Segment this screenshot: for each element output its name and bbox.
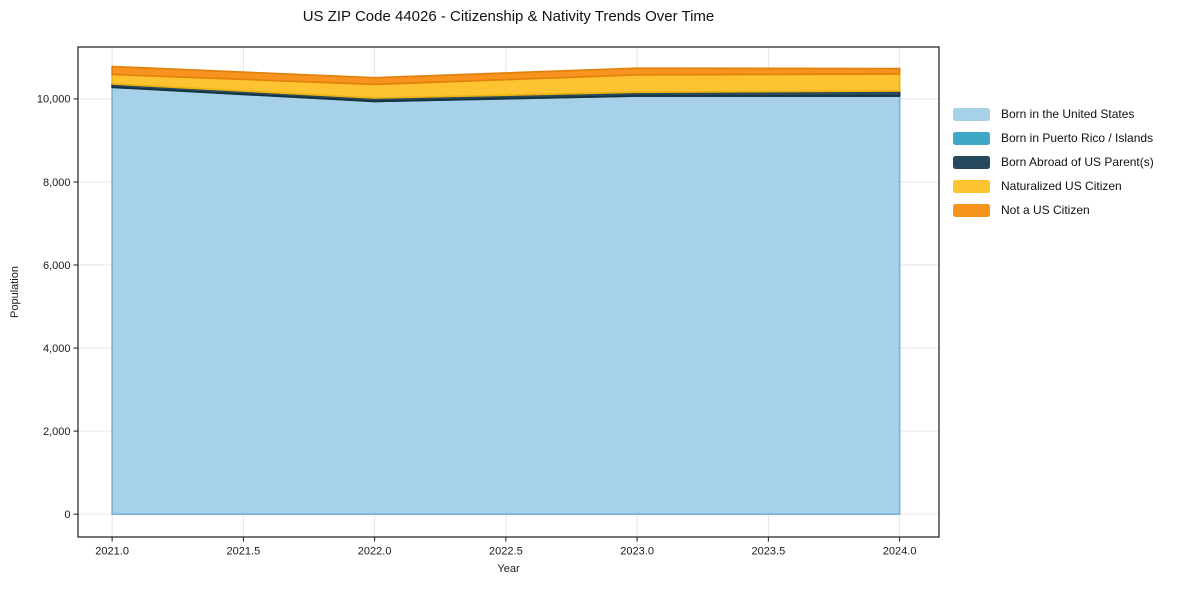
y-tick-label: 8,000 (43, 177, 71, 189)
area-not-a-us-citizen (111, 65, 901, 86)
x-tick-label: 2022.5 (489, 546, 523, 558)
y-tick-label: 10,000 (37, 94, 71, 106)
legend-swatch-icon (953, 131, 990, 145)
legend-label: Naturalized US Citizen (1001, 179, 1122, 193)
y-tick-label: 4,000 (43, 343, 71, 355)
y-tick-label: 0 (64, 509, 70, 521)
x-tick-label: 2023.5 (752, 546, 786, 558)
legend-item-born-in-puerto-rico-islands: Born in Puerto Rico / Islands (953, 126, 1154, 150)
axis-ticks: 2021.0 2021.5 2022.0 2022.5 2023.0 2023.5 2024… (37, 94, 917, 558)
x-tick-label: 2021.0 (95, 546, 129, 558)
legend-swatch-icon (953, 107, 990, 121)
y-tick-label: 6,000 (43, 260, 71, 272)
legend-item-born-abroad-of-us-parent-s: Born Abroad of US Parent(s) (953, 150, 1154, 174)
x-tick-label: 2022.0 (358, 546, 392, 558)
x-tick-label: 2024.0 (883, 546, 917, 558)
legend-label: Born Abroad of US Parent(s) (1001, 155, 1154, 169)
legend: Born in the United States Born in Puerto … (953, 102, 1154, 222)
x-tick-label: 2023.0 (620, 546, 654, 558)
x-tick-label: 2021.5 (227, 546, 261, 558)
legend-swatch-icon (953, 179, 990, 193)
plot-border (77, 46, 940, 538)
legend-item-not-a-us-citizen: Not a US Citizen (953, 198, 1154, 222)
legend-label: Born in Puerto Rico / Islands (1001, 131, 1154, 145)
chart-title: US ZIP Code 44026 - Citizenship & Nativi… (302, 8, 715, 25)
legend-item-born-in-the-united-states: Born in the United States (953, 102, 1154, 126)
y-tick-label: 2,000 (43, 426, 71, 438)
legend-swatch-icon (953, 203, 990, 217)
area-born-in-the-united-states (111, 86, 901, 516)
legend-label: Born in the United States (1001, 107, 1135, 121)
legend-swatch-icon (953, 155, 990, 169)
legend-label: Not a US Citizen (1001, 203, 1090, 217)
stacked-areas (111, 65, 901, 516)
x-axis-label: Year (497, 563, 520, 575)
legend-item-naturalized-us-citizen: Naturalized US Citizen (953, 174, 1154, 198)
